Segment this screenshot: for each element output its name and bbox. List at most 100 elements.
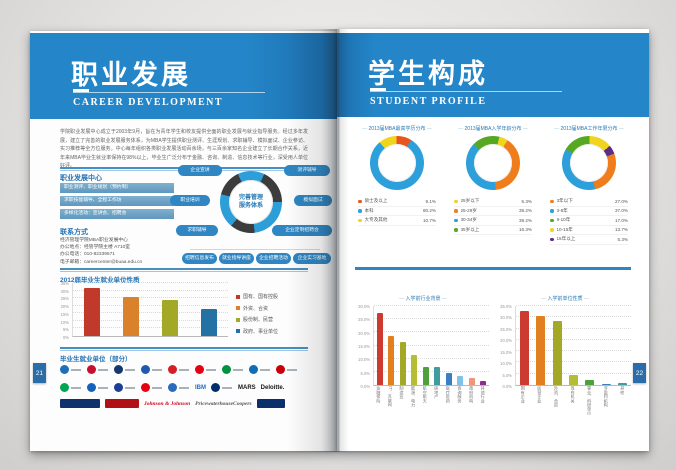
employer-logo: [276, 363, 298, 376]
employer-logo: MARS: [238, 384, 256, 391]
right-page: 学生构成 STUDENT PROFILE 2013届MBA最高学历分布硕士及以上…: [337, 29, 649, 451]
logo-mark-icon: [87, 365, 96, 374]
bars-group: [73, 283, 228, 336]
grid-line: [73, 327, 228, 329]
bar: [422, 366, 429, 385]
logo-mark-icon: [141, 383, 150, 392]
legend-value: 9.1%: [425, 198, 436, 204]
y-tick-label: 35.0%: [500, 304, 512, 309]
x-category-slot: 非盈利机构: [598, 386, 615, 415]
x-category-label: 咨询服务: [457, 386, 463, 403]
grid-line: [73, 282, 228, 283]
ring-center-line2: 服务体系: [238, 203, 263, 209]
logo-name-stub: [71, 386, 81, 389]
x-category-slot: 其他行业: [477, 386, 489, 407]
x-category-slot: 医疗医药: [443, 386, 455, 407]
x-category-slot: 能源、电力: [408, 386, 420, 407]
legend-dot: [550, 218, 554, 222]
service-pill: 就业指导讲座: [219, 253, 254, 264]
diagram-connector-line: [190, 249, 320, 250]
x-category-label: 医疗医药: [445, 386, 451, 403]
donut-title: 2013届MBA入学年龄分布: [449, 125, 537, 132]
donut-group: 2013届MBA入学年龄分布25岁以下5.3%25-29岁39.2%30-34岁…: [449, 125, 537, 245]
x-category-label: 政府机关: [570, 386, 576, 403]
donut-legend-row: 25-29岁 39.2%: [454, 207, 532, 216]
y-tick-label: 15.0%: [358, 344, 370, 349]
legend-value: 27.0%: [614, 198, 628, 204]
y-tick-label: 5.0%: [360, 370, 370, 376]
legend-row: 股份制、民营: [236, 316, 328, 323]
grid-line: [73, 304, 228, 306]
logo-name-stub: [222, 386, 232, 389]
legend-label: 3-8年: [556, 207, 568, 213]
career-center-item: 职业测评、职业规划（预约制）: [60, 183, 174, 193]
x-category-label: 制造业: [399, 386, 405, 399]
donut-legend-row: 3-8年 37.0%: [550, 207, 628, 216]
title-underline-dash: [370, 88, 386, 91]
logo-mark-icon: [114, 365, 123, 374]
page-number-tab-right: 22: [633, 363, 646, 383]
grid-line: [374, 370, 489, 372]
legend-dot: [358, 209, 362, 213]
employer-logo: [87, 363, 109, 376]
contact-lines: 经济管理学院MBA职业发展中心 办公地点：经管学院主楼 A710室 办公电话：010…: [60, 237, 185, 266]
legend-dot: [550, 199, 554, 203]
service-pill: 招聘信息发布: [182, 253, 217, 264]
service-pill: 企业宣讲: [178, 165, 222, 176]
logo-mark-icon: [168, 365, 177, 374]
legend-dot: [454, 199, 458, 203]
bar-chart-body: 30.0% 25.0% 20.0% 15.0% 10.0% 5.0% 0.0%: [357, 304, 489, 389]
left-page: 职业发展 CAREER DEVELOPMENT 学院职业发展中心成立于2003年…: [30, 31, 337, 451]
legend-dot: [358, 218, 362, 222]
bar: [123, 296, 140, 336]
donut-legend-row: 25岁以下 5.3%: [454, 197, 532, 207]
legend-value: 17.0%: [614, 217, 628, 223]
service-pill: 求职辅导: [176, 225, 218, 236]
y-tick-label: 20%: [60, 304, 69, 310]
legend-dot: [550, 228, 554, 232]
employer-logo: [141, 381, 163, 394]
x-category-label: 航空航天: [422, 386, 428, 403]
x-category-label: IT、互联网: [387, 386, 393, 407]
grid-line: [374, 305, 489, 306]
page-number-tab-left: 21: [33, 363, 46, 383]
donut-group: 2013届MBA最高学历分布硕士及以上 9.1% 本科 80.2% 大专及其他 10.7%: [353, 125, 441, 245]
logo-mark-icon: [211, 383, 220, 392]
service-pill: 测评辅导: [284, 165, 330, 176]
service-pill: 企业定制招聘会: [272, 225, 332, 236]
legend-label: 政府、事业单位: [243, 328, 279, 335]
legend-label: 国有、国有控股: [243, 294, 279, 300]
bar-chart-body: 35% 30% 25% 20% 15% 10% 5% 0%: [58, 281, 228, 340]
y-tick-label: 5%: [62, 327, 69, 333]
y-tick-label: 25.0%: [500, 326, 512, 332]
donut-charts-row: 2013届MBA最高学历分布硕士及以上 9.1% 本科 80.2% 大专及其他 10.7%…: [353, 125, 633, 245]
contact-line: 电子邮箱：careercenter@buaa.edu.cn: [60, 259, 143, 265]
legend-dot: [454, 218, 458, 222]
legend-dot: [454, 228, 458, 232]
legend-row: 政府、事业单位: [236, 328, 328, 335]
service-pill: 企业招聘活动: [256, 253, 291, 264]
logo-name-stub: [287, 368, 297, 371]
legend-row: 外资、合资: [236, 305, 328, 312]
service-pill: 职业培训: [170, 195, 210, 206]
y-tick-label: 35%: [60, 281, 69, 286]
grid-line: [73, 289, 228, 291]
employer-logo: [141, 363, 163, 376]
bar: [519, 310, 529, 385]
right-page-title: 学生构成: [368, 59, 488, 89]
left-page-subtitle: CAREER DEVELOPMENT: [73, 97, 224, 108]
x-category-label: 能源、电力: [411, 386, 417, 407]
donut-chart: [370, 136, 424, 190]
x-category-slot: 政府机构: [466, 386, 478, 407]
bars-group: [516, 306, 631, 385]
x-category-slot: 制造业: [396, 386, 408, 407]
logo-mark-icon: [276, 365, 285, 374]
donut-legend-row: 大专及其他 10.7%: [358, 216, 436, 226]
donut-legend-row: 8-10年 17.0%: [550, 216, 628, 226]
donut-group: 2013届MBA工作年限分布 3年以下 27.0% 3-8年 37.0% 8-10年 17.…: [545, 125, 633, 245]
bar: [536, 316, 546, 385]
ring-center-label: 完善管理 服务体系: [220, 171, 282, 233]
title-underline-line: [370, 91, 562, 92]
employer-logo: [168, 381, 190, 394]
legend-label: 25岁以下: [460, 198, 480, 204]
